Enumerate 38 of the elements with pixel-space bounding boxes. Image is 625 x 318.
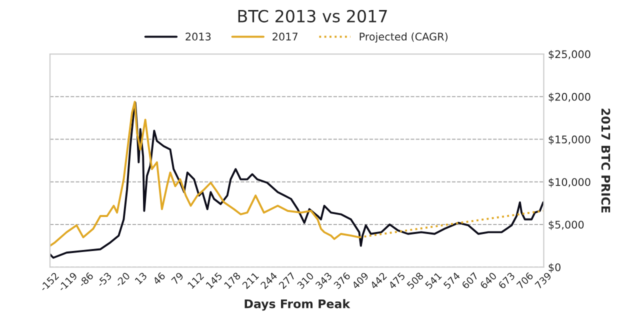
x-tick-label: 79: [170, 272, 184, 285]
x-tick-label: 508: [406, 272, 424, 290]
x-tick-label: 13: [134, 272, 148, 285]
x-tick-label: 706: [516, 272, 534, 290]
x-tick-label: 178: [224, 272, 241, 289]
x-tick-label: 673: [498, 272, 516, 290]
x-tick-label: -20: [114, 272, 130, 288]
legend-label: 2017: [272, 32, 298, 41]
x-tick-label: -86: [78, 272, 94, 288]
line-series: [50, 102, 544, 259]
x-axis-title: Days From Peak: [244, 299, 350, 311]
x-tick-label: 310: [296, 272, 314, 290]
x-tick-label: 442: [370, 272, 387, 290]
x-tick-label: 112: [187, 272, 204, 289]
chart-title: BTC 2013 vs 2017: [238, 10, 387, 22]
x-tick-label: 574: [443, 272, 460, 290]
legend-label: 2013: [186, 32, 211, 41]
y-tick-label: $25,000: [548, 50, 590, 60]
x-tick-label: 739: [534, 272, 552, 290]
y-tick-label: $5,000: [548, 220, 584, 230]
x-tick-label: 244: [260, 272, 278, 290]
x-tick-label: -53: [96, 272, 112, 288]
x-tick-label: 376: [333, 272, 351, 290]
y-tick-label: $10,000: [548, 178, 590, 188]
x-tick-label: 409: [351, 272, 369, 290]
x-tick-label: 475: [388, 272, 406, 290]
y-tick-label: $20,000: [548, 92, 590, 102]
y-tick-label: $15,000: [548, 135, 590, 145]
x-tick-label: 343: [315, 272, 332, 290]
x-tick-label: 541: [424, 272, 442, 290]
x-tick-label: 640: [480, 272, 497, 290]
y-tick-label: $0: [548, 263, 560, 273]
x-tick-label: 211: [242, 272, 259, 290]
x-tick-label: 46: [152, 272, 166, 286]
x-tick-label: 145: [206, 272, 223, 289]
y-axis-title: 2017 BTC PRICE: [601, 108, 610, 213]
legend-label: Projected (CAGR): [360, 32, 448, 43]
x-tick-label: 607: [461, 272, 479, 290]
